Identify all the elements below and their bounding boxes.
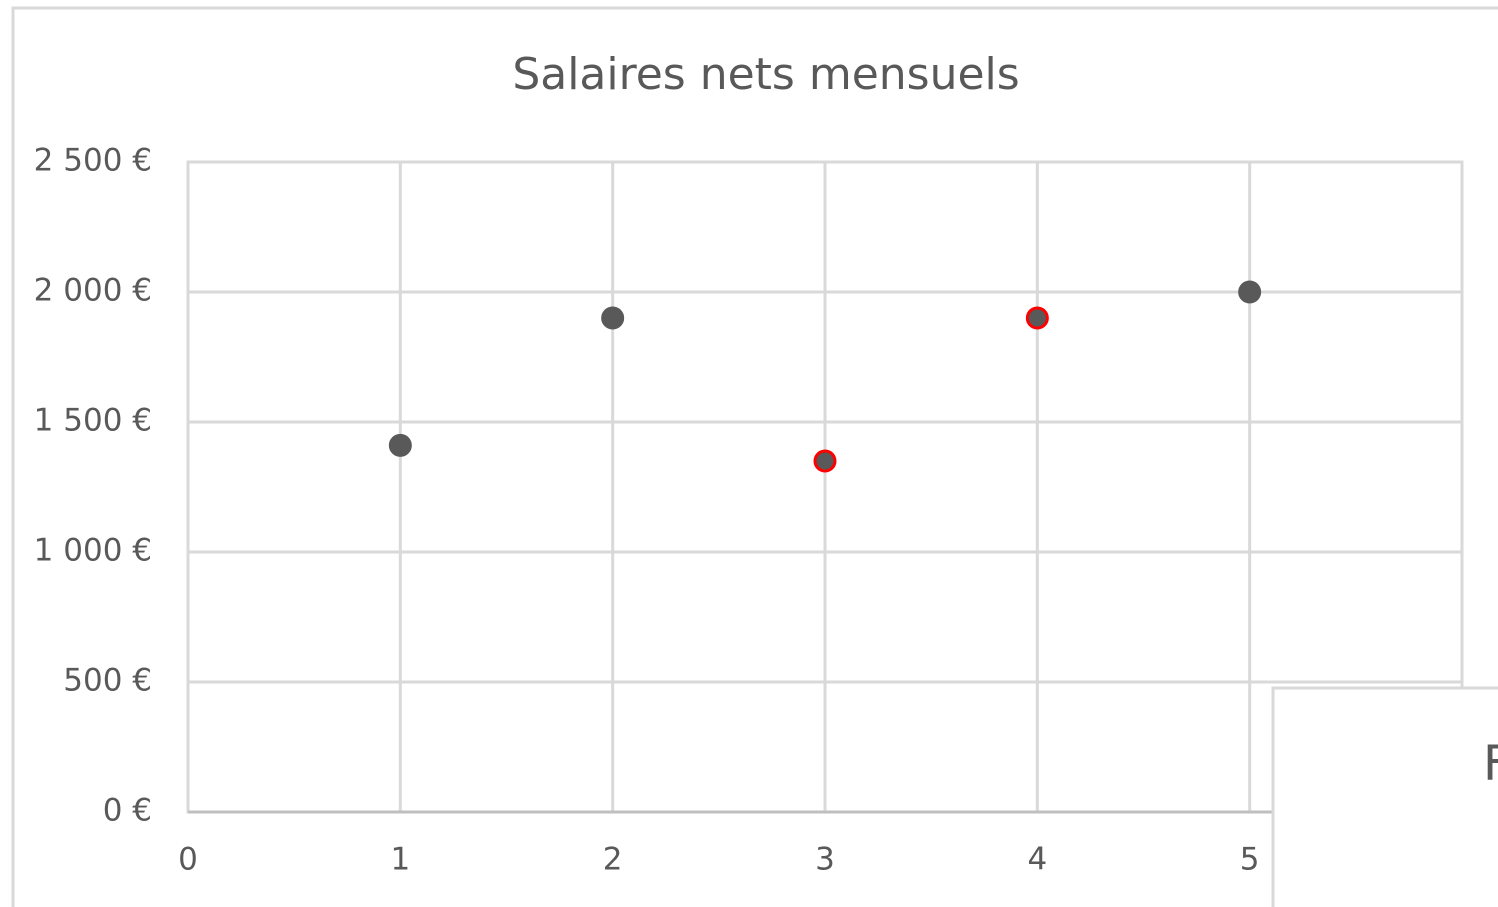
point [813,449,837,473]
x-tick-label: 2 [603,842,623,878]
x-tick-label: 4 [1027,842,1047,878]
y-tick-label: 0 € [103,793,152,829]
y-tick-label: 500 € [63,663,152,699]
overlay-text: F [1483,736,1498,792]
chart-title: Salaires nets mensuels [512,49,1019,100]
x-tick-label: 3 [815,842,835,878]
x-tick-label: 5 [1240,842,1260,878]
point [1025,306,1049,330]
y-tick-label: 1 500 € [34,403,152,439]
y-tick-label: 1 000 € [34,533,152,569]
plot-area: 0 € 500 € 1 000 € 1 500 € 2 000 € 2 500 € 0 1 2 3… [34,143,1464,878]
y-tick-label: 2 000 € [34,273,152,309]
y-tick-label: 2 500 € [34,143,152,179]
point [1238,280,1262,304]
point [601,306,625,330]
x-tick-label: 1 [390,842,410,878]
overlay-panel [1271,686,1498,907]
x-tick-label: 0 [178,842,198,878]
point [388,433,412,457]
